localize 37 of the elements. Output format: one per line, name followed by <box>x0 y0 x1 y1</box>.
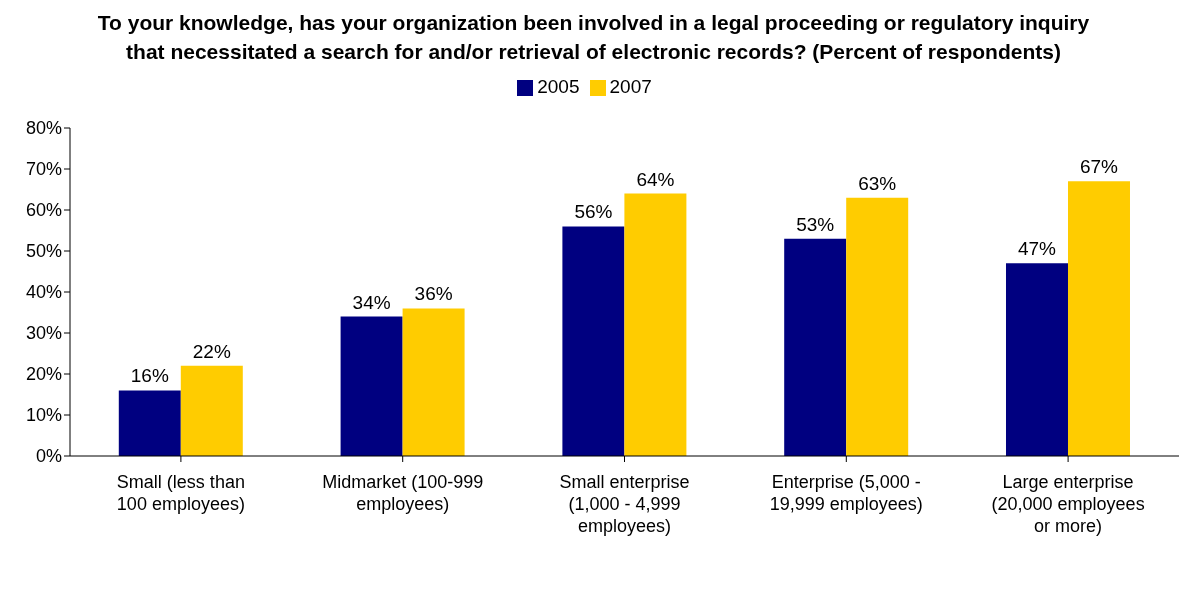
y-tick-label: 50% <box>25 241 62 262</box>
bar <box>624 193 687 456</box>
bar <box>846 197 909 456</box>
bar <box>562 226 625 456</box>
legend-label: 2007 <box>609 76 652 97</box>
chart-title: To your knowledge, has your organization been involved in a legal proceeding or regulatory inquiry that necessitated a search for and/or retrieval of electronic records? (Percent of respondents) <box>96 10 1091 65</box>
data-label: 53% <box>796 213 835 235</box>
bar <box>402 308 465 456</box>
bar <box>1006 263 1068 456</box>
y-tick-label: 30% <box>25 323 62 344</box>
y-tick-label: 10% <box>25 405 62 426</box>
x-tick-label: Small (less than 100 employees) <box>116 472 245 514</box>
bar <box>180 365 243 456</box>
data-label: 63% <box>858 172 897 194</box>
data-label: 67% <box>1079 156 1119 178</box>
y-tick-label: 40% <box>25 282 62 303</box>
x-tick-label: Midmarket (100-999 employees) <box>322 472 484 514</box>
data-label: 36% <box>414 283 453 305</box>
x-tick-label: Enterprise (5,000 - 19,999 employees) <box>769 472 923 514</box>
data-label: 22% <box>192 340 231 362</box>
y-tick-label: 60% <box>25 200 62 221</box>
bar <box>118 390 181 456</box>
data-label: 47% <box>1017 238 1057 260</box>
bar <box>340 316 403 456</box>
x-tick-label: Large enterprise (20,000 employees or more) <box>991 472 1145 536</box>
legend-label: 2005 <box>537 76 580 97</box>
y-tick-label: 20% <box>25 364 62 385</box>
y-tick-label: 70% <box>25 159 62 180</box>
data-label: 34% <box>352 291 391 313</box>
bar <box>1068 181 1130 456</box>
data-label: 16% <box>130 365 169 387</box>
data-label: 64% <box>636 168 675 190</box>
y-tick-label: 0% <box>35 446 62 467</box>
bar <box>784 238 847 456</box>
x-tick-label: Small enterprise (1,000 - 4,999 employees) <box>559 472 690 536</box>
data-label: 56% <box>574 201 613 223</box>
y-tick-label: 80% <box>25 118 62 139</box>
